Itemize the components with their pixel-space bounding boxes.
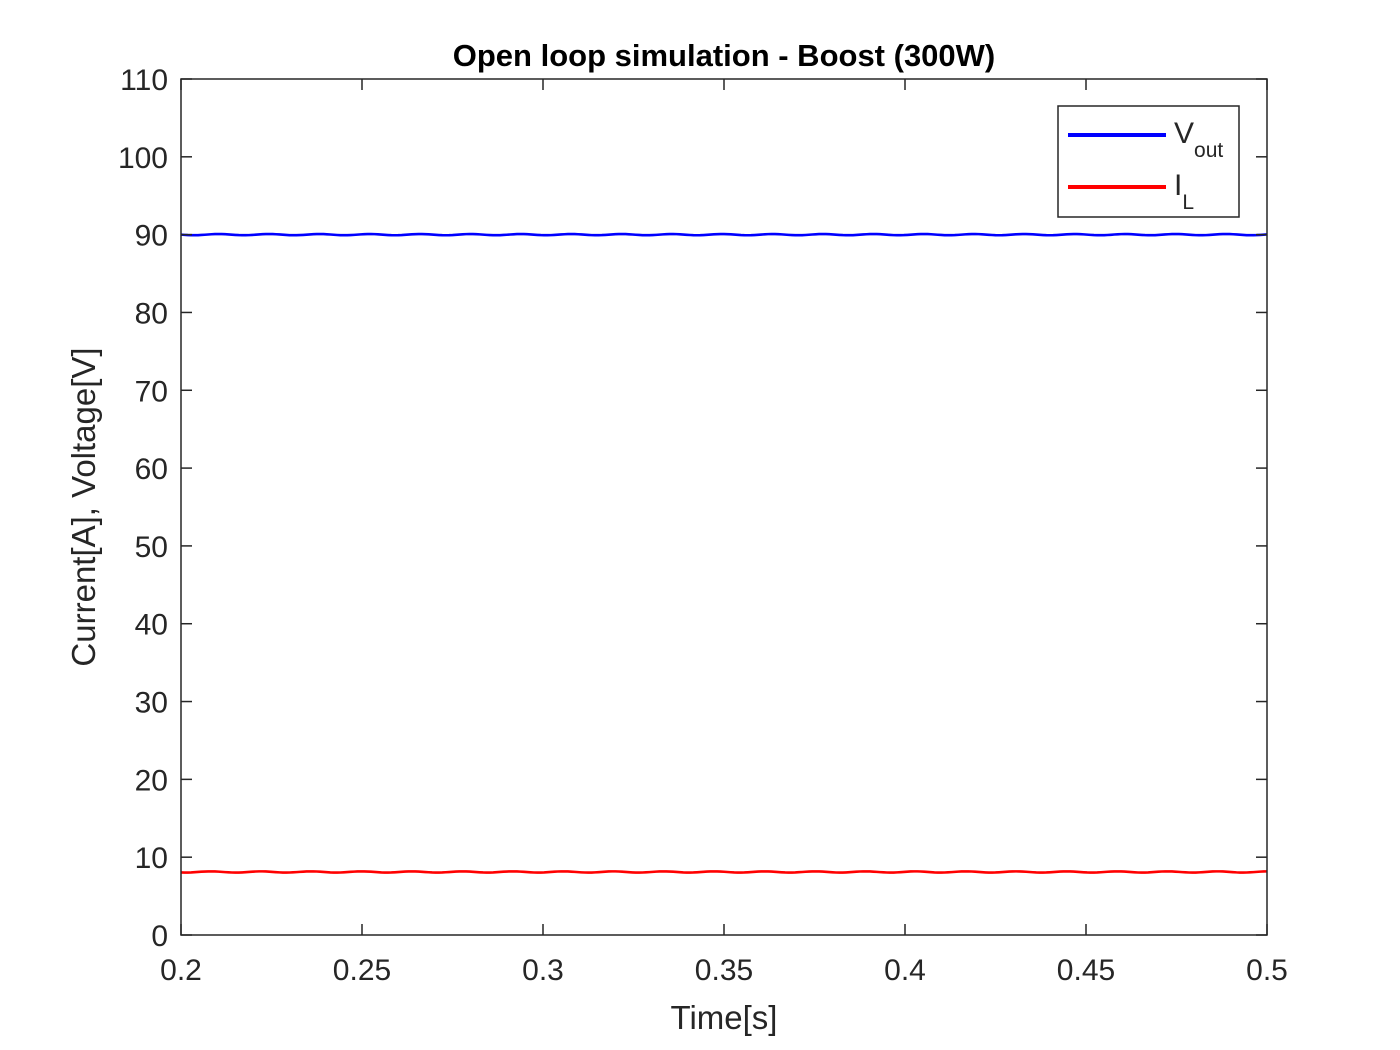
x-tick-label: 0.25 (333, 954, 391, 987)
y-tick-label: 30 (135, 687, 168, 720)
series-line-il (180, 870, 1268, 874)
axes-box (180, 78, 1268, 936)
x-tick-label: 0.5 (1246, 954, 1288, 987)
legend-label-vout: Vout (1174, 117, 1223, 162)
x-axis-label: Time[s] (671, 999, 778, 1036)
y-tick-label: 60 (135, 453, 168, 486)
y-tick-label: 90 (135, 220, 168, 253)
x-tick-label: 0.2 (160, 954, 202, 987)
y-tick-label: 70 (135, 375, 168, 408)
y-axis-label: Current[A], Voltage[V] (65, 347, 102, 666)
series-layer (180, 232, 1268, 874)
ticks-layer: 0.2 0.25 0.3 0.35 0.4 0.45 0.5 0 10 20 30 40 50 60 70 8… (118, 64, 1288, 987)
y-tick-label: 100 (118, 142, 168, 175)
series-line-vout (180, 232, 1268, 237)
legend-label-il: IL (1174, 169, 1194, 214)
y-tick-label: 20 (135, 764, 168, 797)
legend: Vout IL (1057, 105, 1240, 218)
y-tick-label: 50 (135, 531, 168, 564)
legend-box (1057, 105, 1240, 218)
x-tick-label: 0.35 (695, 954, 753, 987)
chart-title: Open loop simulation - Boost (300W) (453, 38, 996, 73)
x-tick-label: 0.45 (1057, 954, 1115, 987)
x-tick-label: 0.3 (522, 954, 564, 987)
y-tick-label: 110 (120, 64, 168, 97)
plot-area (181, 79, 1267, 935)
x-tick-label: 0.4 (884, 954, 926, 987)
y-tick-label: 10 (135, 842, 168, 875)
y-tick-label: 0 (151, 920, 168, 953)
y-tick-label: 40 (135, 609, 168, 642)
y-tick-label: 80 (135, 297, 168, 330)
